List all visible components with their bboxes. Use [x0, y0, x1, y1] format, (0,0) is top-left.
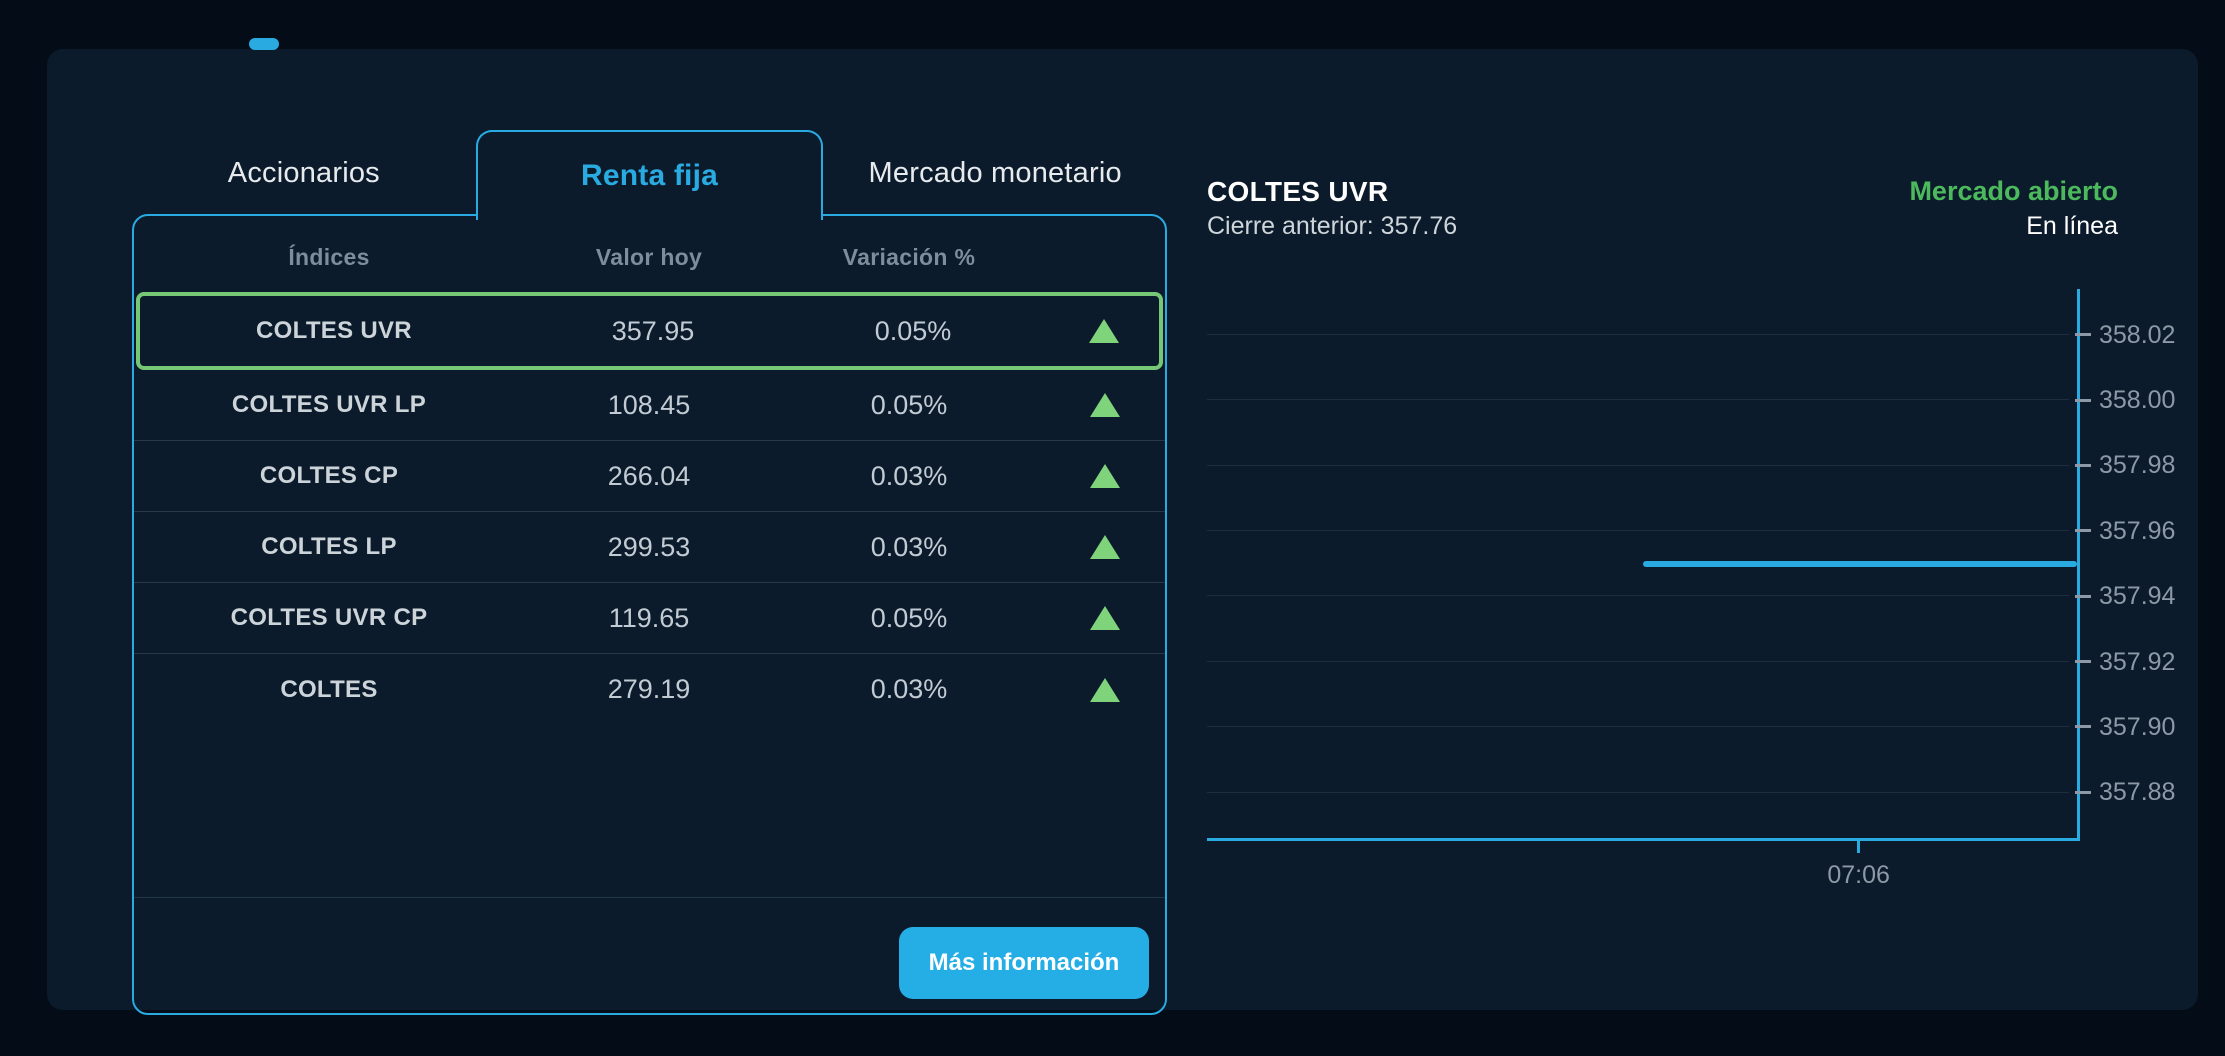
- up-triangle-icon: [1089, 464, 1120, 488]
- y-gridline: [1207, 530, 2069, 532]
- y-gridline: [1207, 399, 2069, 401]
- up-triangle-icon: [1089, 606, 1120, 630]
- y-gridline: [1207, 791, 2069, 793]
- index-value: 357.95: [611, 315, 695, 346]
- up-triangle-icon: [1089, 677, 1120, 702]
- table-row-coltes[interactable]: COLTES 279.19 0.03%: [134, 654, 1165, 725]
- column-header-valor-hoy: Valor hoy: [595, 243, 703, 270]
- index-value: 299.53: [607, 531, 691, 562]
- x-axis-label: 07:06: [1827, 861, 1890, 889]
- market-tabs: Accionarios Renta fija Mercado monetario: [132, 130, 1167, 220]
- index-variation: 0.05%: [874, 315, 952, 346]
- index-value: 108.45: [607, 389, 691, 420]
- y-gridline: [1207, 334, 2069, 335]
- index-variation: 0.03%: [870, 460, 948, 491]
- index-name: COLTES UVR LP: [231, 391, 427, 418]
- chart-plot-area: [1207, 289, 2080, 841]
- y-axis-label: 357.92: [2099, 647, 2176, 676]
- price-line: [1642, 560, 2077, 567]
- column-header-indices: Índices: [288, 243, 370, 270]
- table-row-coltes-uvr-cp[interactable]: COLTES UVR CP 119.65 0.05%: [134, 583, 1165, 654]
- price-chart: 358.02 358.00 357.98 357.96 357.94 357.92 357.…: [1207, 289, 2187, 909]
- table-row-coltes-uvr-lp[interactable]: COLTES UVR LP 108.45 0.05%: [134, 370, 1165, 441]
- y-axis-tick: [2075, 333, 2091, 337]
- up-triangle-icon: [1089, 393, 1120, 417]
- index-name: COLTES UVR: [256, 317, 412, 344]
- indices-panel: Índices Valor hoy Variación % COLTES UVR…: [132, 214, 1167, 1015]
- tab-indicator-pill: [249, 38, 279, 50]
- y-axis-label: 358.02: [2099, 320, 2176, 349]
- y-axis-label: 358.00: [2099, 386, 2176, 415]
- y-gridline: [1207, 660, 2069, 662]
- table-row-coltes-uvr[interactable]: COLTES UVR 357.95 0.05%: [136, 292, 1163, 370]
- y-gridline: [1207, 464, 2069, 466]
- index-variation: 0.05%: [870, 389, 948, 420]
- y-gridline: [1207, 726, 2069, 728]
- up-triangle-icon: [1088, 319, 1119, 343]
- tab-accionarios[interactable]: Accionarios: [227, 156, 380, 189]
- y-axis-label: 357.94: [2099, 582, 2176, 611]
- y-axis-label: 357.88: [2099, 778, 2176, 807]
- previous-close-label: Cierre anterior: 357.76: [1207, 212, 1458, 240]
- y-axis-label: 357.98: [2099, 451, 2176, 480]
- online-status-label: En línea: [2026, 212, 2118, 240]
- index-name: COLTES: [280, 675, 378, 703]
- y-axis-tick: [2075, 398, 2091, 402]
- index-name: COLTES CP: [259, 462, 399, 489]
- column-header-variacion: Variación %: [842, 243, 976, 270]
- y-axis-label: 357.90: [2099, 712, 2176, 741]
- index-name: COLTES UVR CP: [230, 604, 428, 631]
- index-variation: 0.05%: [870, 602, 948, 633]
- index-variation: 0.03%: [870, 531, 948, 562]
- y-axis-tick: [2075, 529, 2091, 533]
- y-gridline: [1207, 595, 2069, 597]
- y-axis-tick: [2075, 463, 2091, 467]
- y-axis-tick: [2075, 594, 2091, 598]
- dashboard-card: Accionarios Renta fija Mercado monetario…: [47, 49, 2198, 1015]
- tab-renta-fija[interactable]: Renta fija: [475, 130, 824, 220]
- y-axis-tick: [2075, 790, 2091, 794]
- tab-mercado-monetario[interactable]: Mercado monetario: [868, 156, 1122, 189]
- index-value: 266.04: [607, 460, 691, 491]
- index-name: COLTES LP: [261, 533, 397, 560]
- table-header-row: Índices Valor hoy Variación %: [134, 222, 1165, 292]
- x-axis-tick: [1857, 841, 1861, 853]
- more-info-button[interactable]: Más información: [899, 927, 1149, 999]
- y-axis-tick: [2075, 660, 2091, 664]
- panel-divider: [134, 897, 1165, 898]
- detail-title: COLTES UVR: [1207, 176, 1389, 207]
- market-status-badge: Mercado abierto: [1909, 176, 2118, 206]
- index-value: 119.65: [608, 602, 690, 633]
- y-axis-tick: [2075, 725, 2091, 729]
- table-row-coltes-cp[interactable]: COLTES CP 266.04 0.03%: [134, 441, 1165, 512]
- index-value: 279.19: [607, 674, 691, 704]
- y-axis-label: 357.96: [2099, 516, 2176, 545]
- up-triangle-icon: [1089, 535, 1120, 559]
- index-variation: 0.03%: [870, 674, 948, 704]
- table-row-coltes-lp[interactable]: COLTES LP 299.53 0.03%: [134, 512, 1165, 583]
- table-body: COLTES UVR 357.95 0.05% COLTES UVR LP 10…: [134, 292, 1165, 725]
